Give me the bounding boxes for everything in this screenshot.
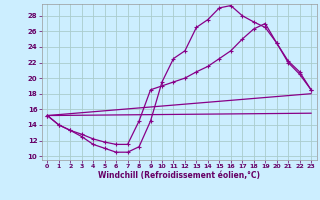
X-axis label: Windchill (Refroidissement éolien,°C): Windchill (Refroidissement éolien,°C) — [98, 171, 260, 180]
